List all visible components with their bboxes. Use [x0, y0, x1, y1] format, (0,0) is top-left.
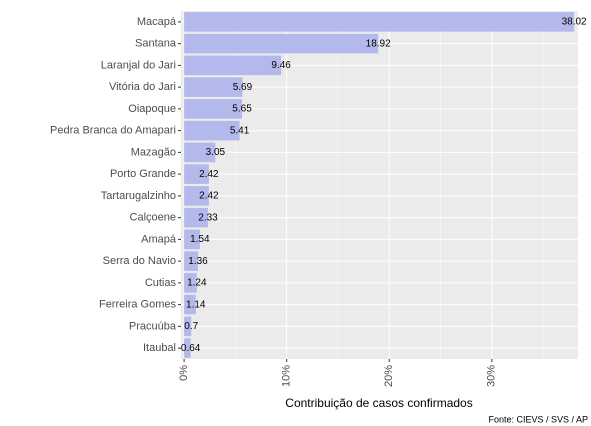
y-tick-label: Pedra Branca do Amapari: [50, 125, 176, 137]
x-tick-label: 30%: [486, 365, 498, 387]
value-label: 9.46: [271, 60, 291, 71]
bar: [184, 251, 199, 271]
y-tick-label: Porto Grande: [110, 168, 176, 180]
bar: [184, 207, 208, 228]
y-tick-label: Santana: [135, 38, 177, 50]
bar: [184, 316, 192, 337]
bar: [184, 273, 197, 293]
value-label: 5.65: [232, 104, 252, 115]
bar: [184, 186, 209, 206]
value-label: 1.36: [188, 256, 208, 267]
value-label: 5.41: [230, 125, 250, 136]
value-label: 2.42: [199, 191, 219, 202]
value-label: 1.54: [190, 234, 210, 245]
value-label: 2.42: [199, 169, 219, 180]
x-axis-title: Contribuição de casos confirmados: [285, 396, 472, 410]
y-tick-label: Oiapoque: [128, 103, 176, 115]
bar: [184, 338, 191, 358]
value-label: 0.7: [184, 321, 198, 332]
x-tick-label: 10%: [281, 365, 293, 387]
value-label: 5.69: [233, 82, 253, 93]
value-label: 2.33: [198, 212, 218, 223]
y-tick-label: Mazagão: [131, 146, 176, 158]
bar: [184, 77, 243, 97]
y-tick-label: Ferreira Gomes: [99, 299, 177, 311]
y-tick-label: Pracuúba: [129, 320, 177, 332]
bar: [184, 55, 282, 76]
y-tick-label: Itaubal: [143, 342, 176, 354]
x-tick-label: 20%: [383, 365, 395, 387]
value-label: 18.92: [366, 38, 391, 49]
value-label: 38.02: [562, 17, 587, 28]
bar: [184, 120, 240, 141]
bar: [184, 99, 243, 119]
value-label: 3.05: [206, 147, 226, 158]
value-label: 1.14: [186, 299, 206, 310]
bar: [184, 12, 575, 32]
bar: [184, 142, 216, 163]
y-tick-label: Macapá: [137, 16, 177, 28]
y-tick-label: Vitória do Jari: [109, 81, 176, 93]
y-tick-label: Cutias: [145, 277, 177, 289]
y-tick-label: Tartarugalzinho: [101, 190, 176, 202]
y-tick-label: Amapá: [141, 233, 177, 245]
bar: [184, 229, 200, 250]
caption: Fonte: CIEVS / SVS / AP: [488, 414, 588, 424]
y-tick-label: Laranjal do Jari: [101, 59, 176, 71]
y-tick-label: Serra do Navio: [103, 255, 176, 267]
value-label: 0.64: [181, 343, 201, 354]
x-tick-label: 0%: [178, 365, 190, 381]
bar: [184, 33, 379, 54]
bar: [184, 164, 209, 184]
bar: [184, 294, 196, 315]
value-label: 1.24: [187, 278, 207, 289]
y-tick-label: Calçoene: [130, 212, 176, 224]
